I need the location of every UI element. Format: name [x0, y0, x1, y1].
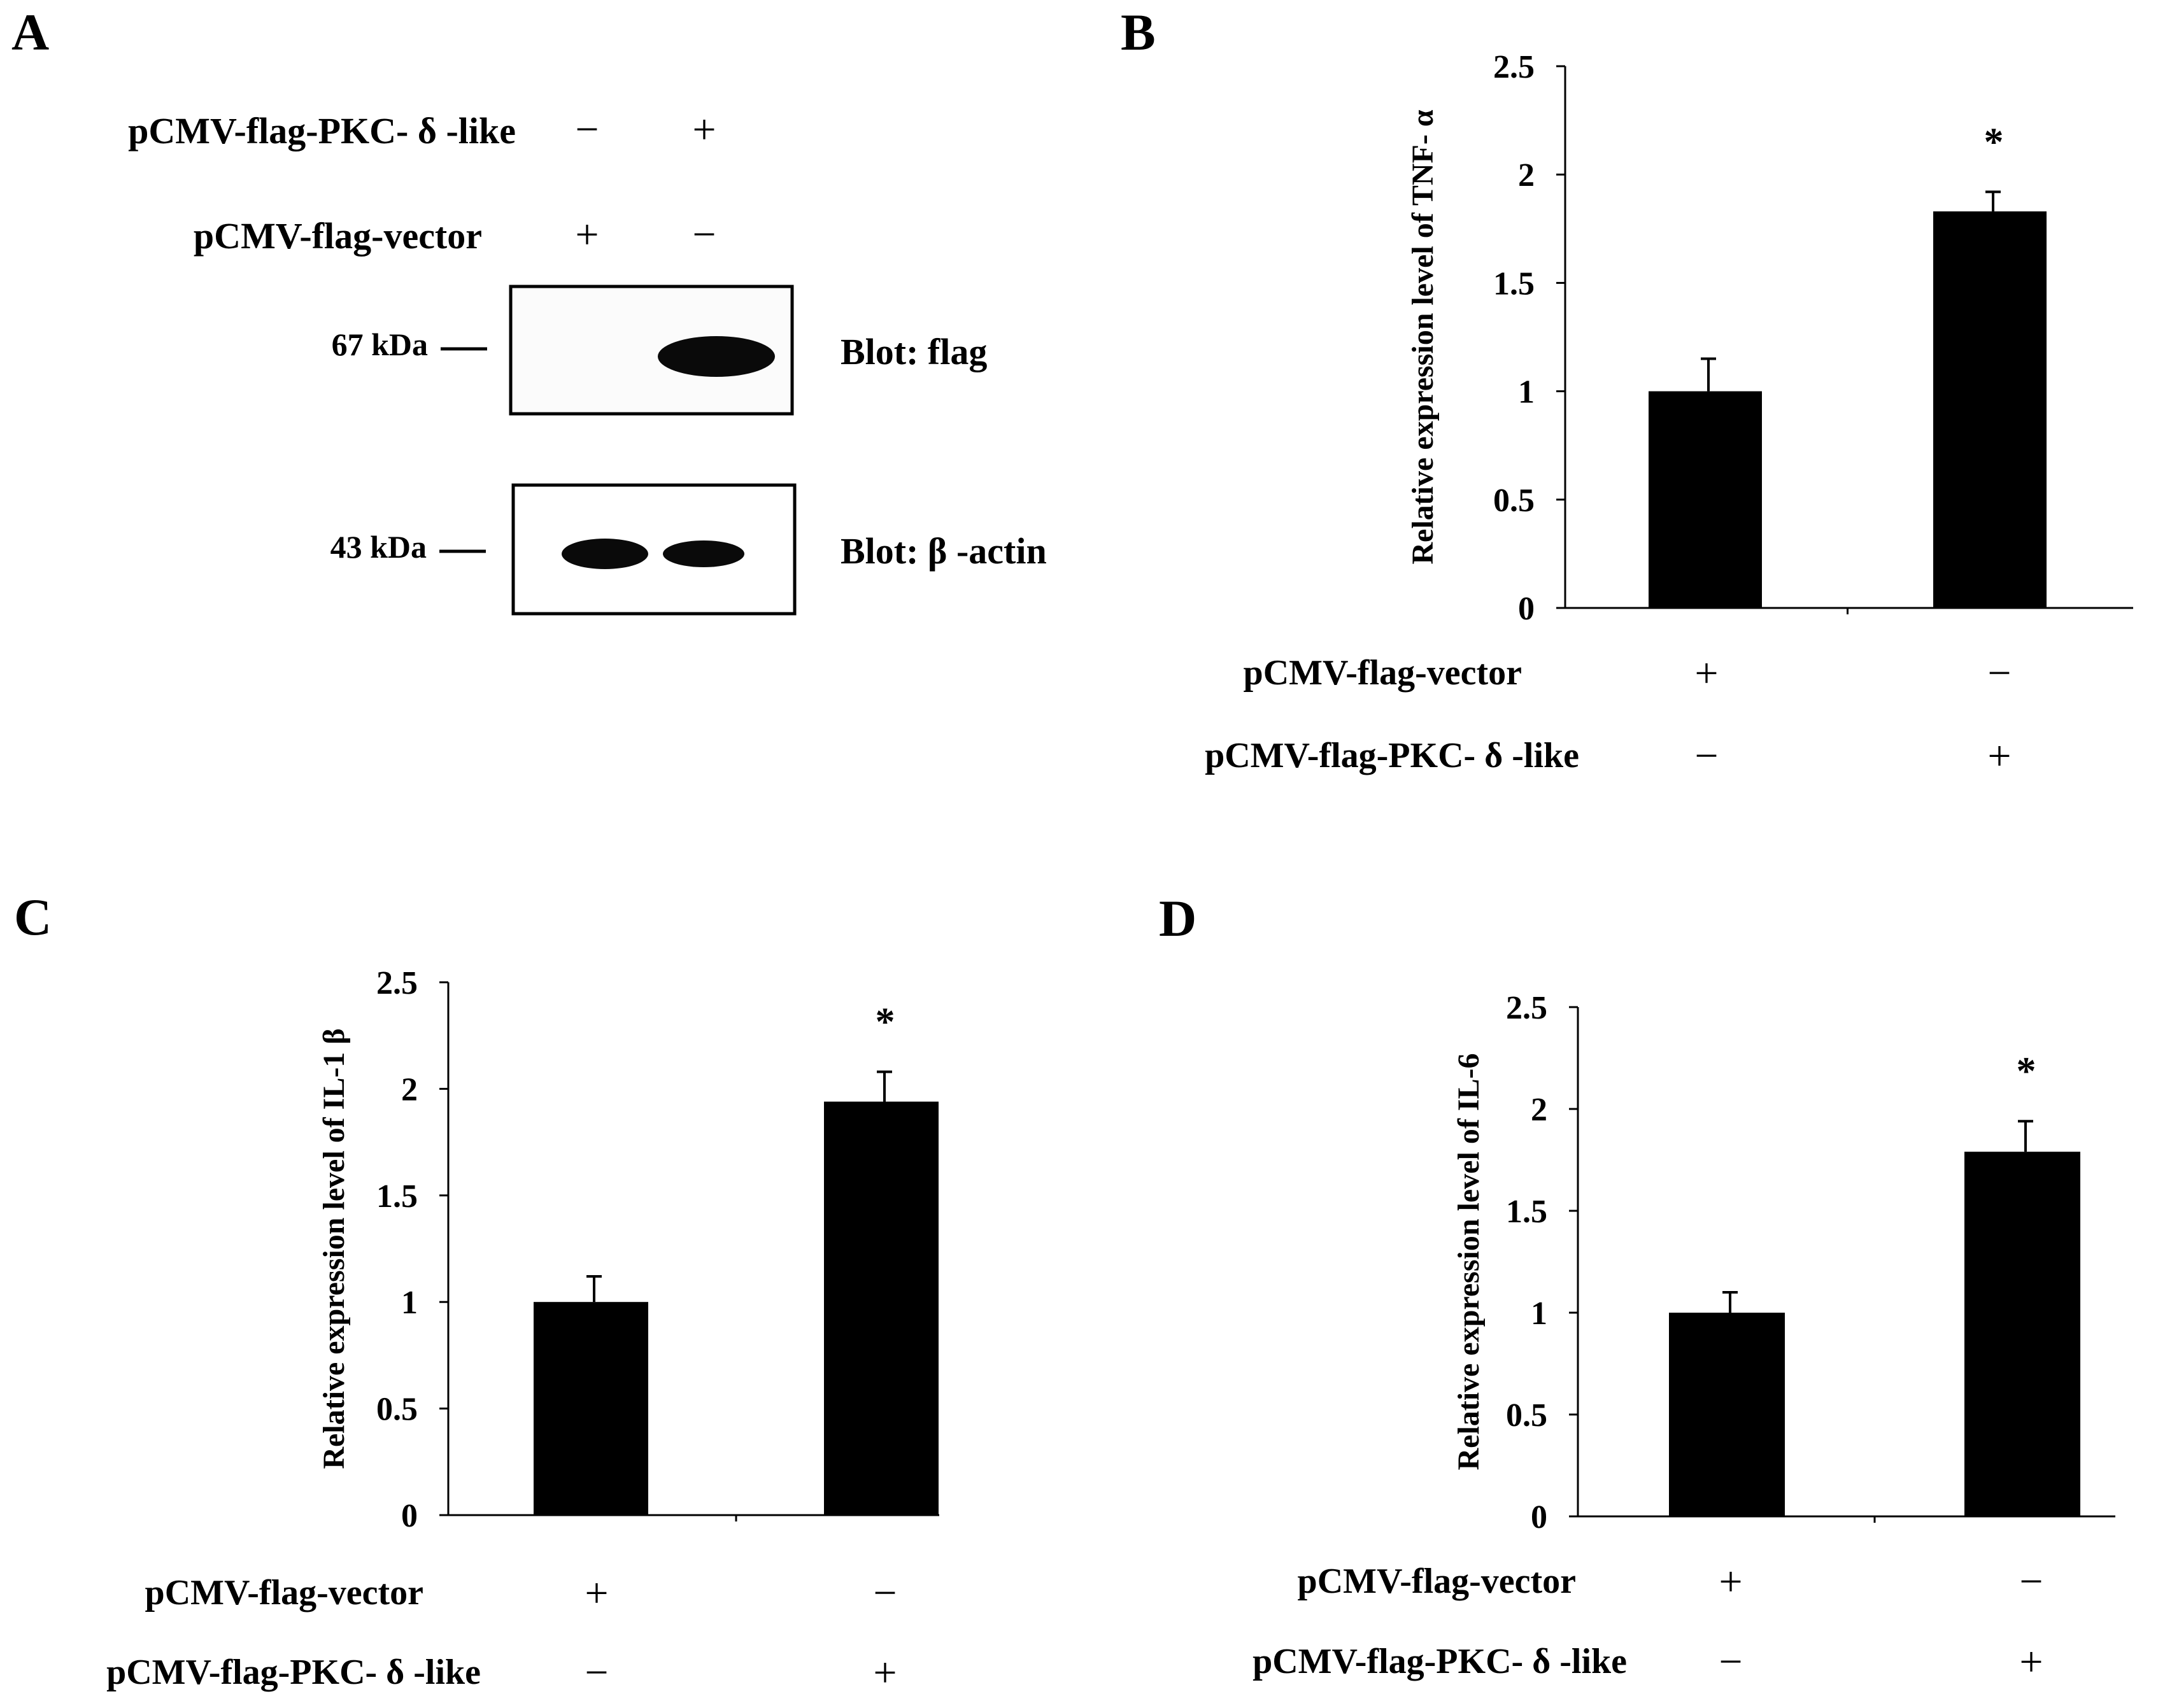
- panel-c-bar-1: [534, 1302, 648, 1515]
- flag-band-lane2: [658, 336, 775, 377]
- panel-d-y-tick-label: 2: [1531, 1092, 1547, 1128]
- panel-c-significance-2: *: [876, 1001, 895, 1044]
- panel-c-row-label-1: pCMV-flag-vector: [145, 1573, 423, 1613]
- panel-b-bar-1: [1649, 391, 1762, 608]
- panel-c-row-1-sign-2: −: [873, 1570, 897, 1616]
- panel-b: B 0 0.5 1 1.5 2 2.5 Relative expression level o…: [1121, 3, 2133, 779]
- panel-c-row-label-2: pCMV-flag-PKC- δ -like: [106, 1653, 481, 1692]
- actin-band-lane2: [663, 540, 744, 567]
- panel-d-y-tick-label: 1.5: [1506, 1194, 1547, 1230]
- panel-c-bar-2: [824, 1101, 939, 1515]
- panel-d-row-2-sign-2: +: [2019, 1639, 2043, 1685]
- panel-d-significance-2: *: [2017, 1050, 2036, 1093]
- panel-c-y-tick-label: 0: [401, 1498, 418, 1534]
- panel-a: A pCMV-flag-PKC- δ -like − + pCMV-flag-v…: [11, 3, 1047, 616]
- panel-c-y-tick-label: 1.5: [376, 1178, 418, 1215]
- vector-row-label: pCMV-flag-vector: [194, 215, 482, 257]
- panel-b-row-1-sign-1: +: [1694, 650, 1718, 696]
- panel-b-y-tick-label: 2: [1518, 157, 1535, 194]
- pkc-sign-lane2: +: [692, 106, 716, 153]
- panel-b-row-2-sign-2: +: [1987, 733, 2011, 779]
- panel-c-row-2-sign-2: +: [873, 1649, 897, 1696]
- panel-d-row-label-1: pCMV-flag-vector: [1298, 1562, 1576, 1601]
- vector-sign-lane2: −: [692, 211, 716, 258]
- actin-band-lane1: [562, 539, 648, 569]
- actin-blot-frame: [511, 483, 797, 616]
- panel-d-row-label-2: pCMV-flag-PKC- δ -like: [1253, 1642, 1627, 1681]
- panel-b-y-tick-label: 1: [1518, 374, 1535, 411]
- panel-c-row-2-sign-1: −: [585, 1649, 608, 1696]
- panel-d-letter: D: [1159, 889, 1196, 947]
- panel-d: D 0 0.5 1 1.5 2 2.5 Relative expression level o…: [1159, 889, 2115, 1685]
- panel-c-row-1-sign-1: +: [585, 1570, 608, 1616]
- panel-d-y-axis-label: Relative expression level of IL-6: [1452, 1053, 1486, 1470]
- panel-c-y-tick-label: 0.5: [376, 1392, 418, 1428]
- panel-c-y-tick-label: 1: [401, 1285, 418, 1321]
- flag-blot-marker: 67 kDa: [332, 327, 428, 362]
- panel-d-y-tick-label: 0: [1531, 1499, 1547, 1535]
- panel-b-y-tick-label: 0: [1518, 591, 1535, 627]
- panel-d-y-tick-label: 1: [1531, 1295, 1547, 1332]
- panel-b-y-tick-label: 2.5: [1493, 49, 1535, 85]
- flag-blot: 67 kDa Blot: flag: [332, 285, 987, 416]
- vector-sign-lane1: +: [575, 211, 599, 258]
- flag-blot-label: Blot: flag: [841, 331, 987, 372]
- panel-a-letter: A: [11, 3, 49, 61]
- panel-b-y-axis-label: Relative expression level of TNF- α: [1406, 109, 1440, 564]
- panel-c-y-tick-label: 2.5: [376, 965, 418, 1001]
- actin-blot-marker: 43 kDa: [330, 529, 427, 565]
- panel-b-row-1-sign-2: −: [1987, 650, 2011, 696]
- panel-b-row-label-1: pCMV-flag-vector: [1244, 653, 1522, 693]
- panel-c-y-tick-label: 2: [401, 1071, 418, 1108]
- panel-d-row-2-sign-1: −: [1719, 1639, 1742, 1685]
- panel-c: C 0 0.5 1 1.5 2 2.5 Relative expression level o…: [14, 888, 939, 1696]
- panel-d-y-tick-label: 2.5: [1506, 990, 1547, 1026]
- panel-c-y-axis-label: Relative expression level of IL-1 β: [317, 1028, 351, 1469]
- panel-b-y-tick-label: 0.5: [1493, 483, 1535, 519]
- panel-b-row-2-sign-1: −: [1694, 733, 1718, 779]
- panel-d-y-tick-label: 0.5: [1506, 1397, 1547, 1434]
- panel-b-significance-2: *: [1984, 120, 2004, 164]
- panel-b-row-label-2: pCMV-flag-PKC- δ -like: [1205, 736, 1579, 775]
- panel-b-y-tick-label: 1.5: [1493, 265, 1535, 302]
- actin-blot-label: Blot: β -actin: [841, 530, 1047, 572]
- panel-d-row-1-sign-1: +: [1719, 1558, 1742, 1605]
- pkc-row-label: pCMV-flag-PKC- δ -like: [128, 110, 516, 152]
- panel-b-letter: B: [1121, 3, 1156, 61]
- panel-b-bar-2: [1933, 211, 2047, 608]
- panel-c-letter: C: [14, 888, 52, 946]
- panel-d-bar-1: [1669, 1313, 1785, 1516]
- actin-blot: 43 kDa Blot: β -actin: [330, 483, 1047, 616]
- pkc-sign-lane1: −: [575, 106, 599, 153]
- panel-d-bar-2: [1964, 1152, 2080, 1516]
- panel-d-row-1-sign-2: −: [2019, 1558, 2043, 1605]
